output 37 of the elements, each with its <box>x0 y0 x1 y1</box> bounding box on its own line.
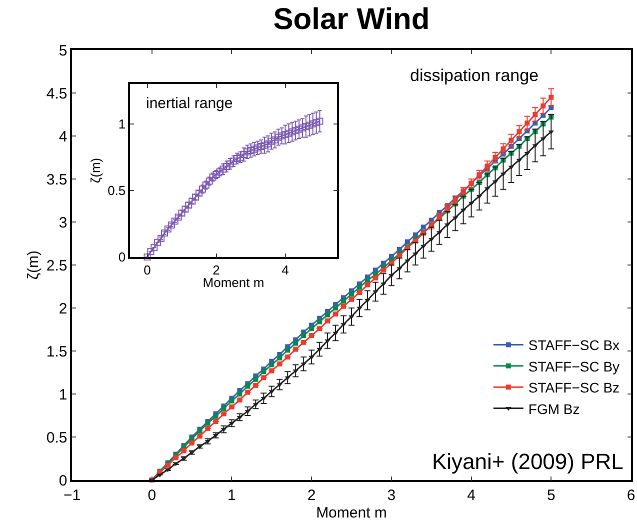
x-axis-title: Moment m <box>202 275 264 290</box>
legend-label: STAFF−SC Bz <box>528 380 620 396</box>
y-tick-label: 0.5 <box>108 183 126 198</box>
legend-label: FGM Bz <box>528 400 580 417</box>
y-tick-label: 2 <box>58 300 68 318</box>
y-tick-label: 1 <box>58 386 68 404</box>
legend-label: STAFF−SC By <box>528 358 620 374</box>
y-tick-label: 2.5 <box>46 257 68 274</box>
y-tick-label: 4 <box>58 128 68 146</box>
y-tick-label: 5 <box>58 42 68 60</box>
y-tick-label: 0 <box>118 250 126 265</box>
y-tick-label: 1.5 <box>46 343 68 360</box>
annotation: dissipation range <box>410 66 539 85</box>
x-tick-label: 6 <box>626 486 636 504</box>
x-tick-label: 1 <box>228 486 236 504</box>
y-tick-label: 3 <box>58 214 68 232</box>
x-tick-label: 5 <box>546 486 556 504</box>
x-tick-label: 4 <box>282 262 289 278</box>
x-tick-label: 4 <box>467 486 476 504</box>
y-tick-label: 0.5 <box>46 429 68 446</box>
x-tick-label: 2 <box>307 486 316 504</box>
y-axis-title: ζ(m) <box>25 250 42 280</box>
y-tick-label: 1 <box>118 116 126 132</box>
x-axis-title: Moment m <box>316 504 387 522</box>
y-tick-label: 0 <box>58 472 68 490</box>
x-tick-label: 3 <box>387 486 396 504</box>
chart-title: Solar Wind <box>273 2 430 36</box>
y-tick-label: 4.5 <box>46 85 68 102</box>
x-tick-label: 0 <box>144 262 151 278</box>
annotation: inertial range <box>146 95 233 112</box>
y-axis-title: ζ(m) <box>88 158 104 184</box>
x-tick-label: −1 <box>63 486 81 504</box>
annotation: Kiyani+ (2009) PRL <box>432 449 624 474</box>
x-tick-label: 2 <box>212 262 220 278</box>
x-tick-label: 0 <box>148 486 156 504</box>
y-tick-label: 3.5 <box>46 171 68 188</box>
legend-label: STAFF−SC Bx <box>528 337 620 354</box>
